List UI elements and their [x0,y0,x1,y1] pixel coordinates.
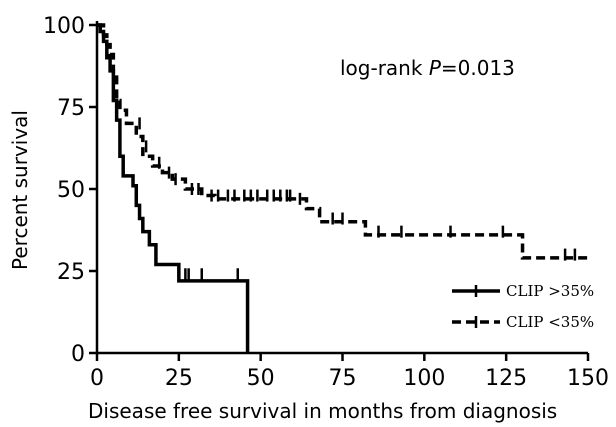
x-tick-label: 75 [329,366,357,391]
y-axis-title: Percent survival [8,110,32,270]
x-tick-label: 50 [247,366,275,391]
y-tick-label: 100 [43,14,85,39]
legend-item: CLIP <35% [452,313,594,331]
legend-label: CLIP <35% [506,313,594,331]
x-tick-label: 125 [485,366,527,391]
annotation-p-symbol: P [429,56,442,80]
log-rank-annotation: log-rank P=0.013 [340,56,515,80]
x-tick-label: 100 [403,366,445,391]
x-axis-title: Disease free survival in months from dia… [88,399,557,423]
legend-item: CLIP >35% [452,282,594,300]
y-tick-label: 75 [57,96,85,121]
y-tick-label: 50 [57,178,85,203]
annotation-prefix: log-rank [340,56,429,80]
series-clip-below-35 [97,23,588,261]
survival-curve-line [97,23,250,353]
x-tick-label: 25 [165,366,193,391]
survival-curve-line [97,23,588,260]
y-tick-label: 0 [71,342,85,367]
survival-curves [97,23,588,353]
series-clip-above-35 [97,23,250,353]
y-tick-label: 25 [57,260,85,285]
annotation-value: =0.013 [441,56,515,80]
x-tick-label: 150 [567,366,609,391]
axes: 0 25 50 75 100 0 25 50 75 100 125 150 [43,14,609,391]
legend-label: CLIP >35% [506,282,594,300]
legend: CLIP >35% CLIP <35% [452,282,594,331]
x-tick-label: 0 [90,366,104,391]
